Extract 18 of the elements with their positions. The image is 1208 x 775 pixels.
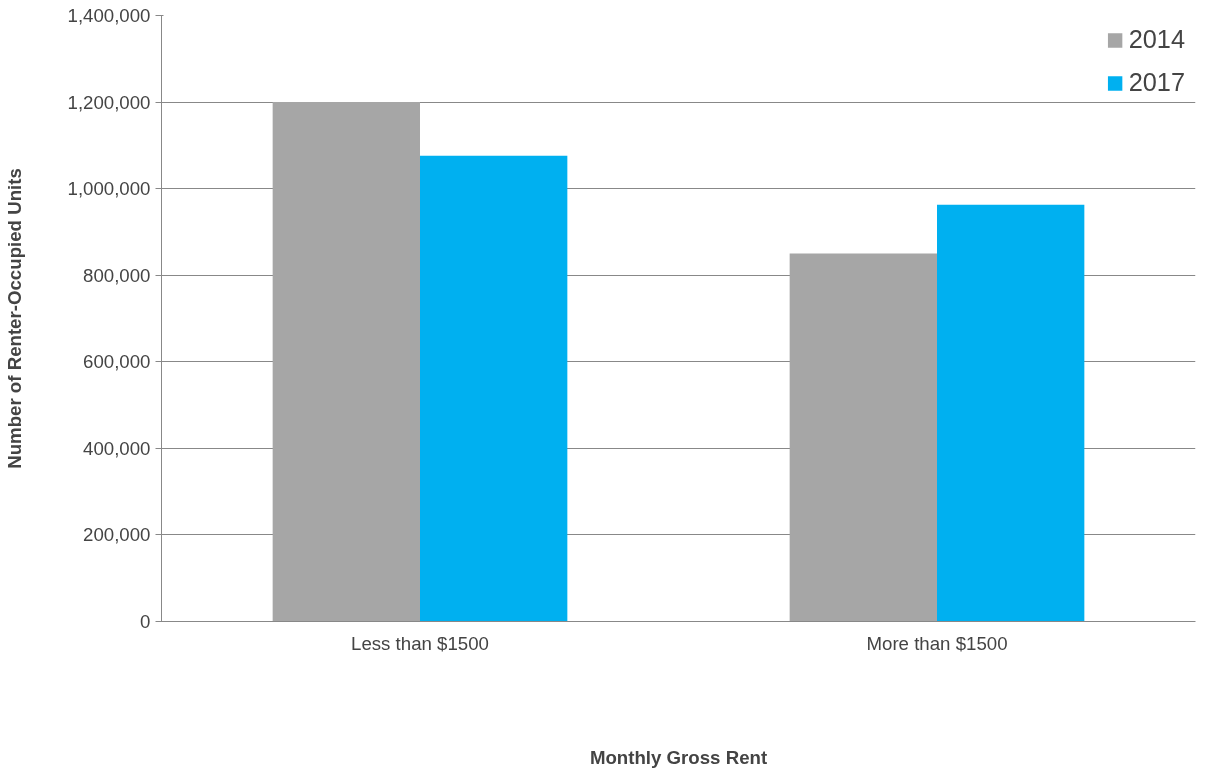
y-tick-label: 0 [140,611,151,632]
x-tick-label: More than $1500 [866,632,1008,654]
y-tick-label: 200,000 [83,524,151,546]
bar [272,102,420,622]
bar [420,155,568,622]
y-tick-label: 400,000 [83,437,151,459]
y-tick-label: 1,400,000 [67,5,151,26]
y-axis-title: Number of Renter-Occupied Units [3,168,25,469]
legend-label: 2017 [1128,68,1185,97]
y-tick-label: 800,000 [83,264,151,286]
y-tick-label: 1,000,000 [67,178,151,200]
y-tick-label: 600,000 [83,351,151,373]
legend-label: 2014 [1128,25,1185,54]
bar [789,253,937,622]
bar [937,204,1085,622]
x-axis-title: Monthly Gross Rent [589,746,768,768]
y-tick-label: 1,200,000 [67,91,151,113]
x-tick-label: Less than $1500 [351,632,489,654]
